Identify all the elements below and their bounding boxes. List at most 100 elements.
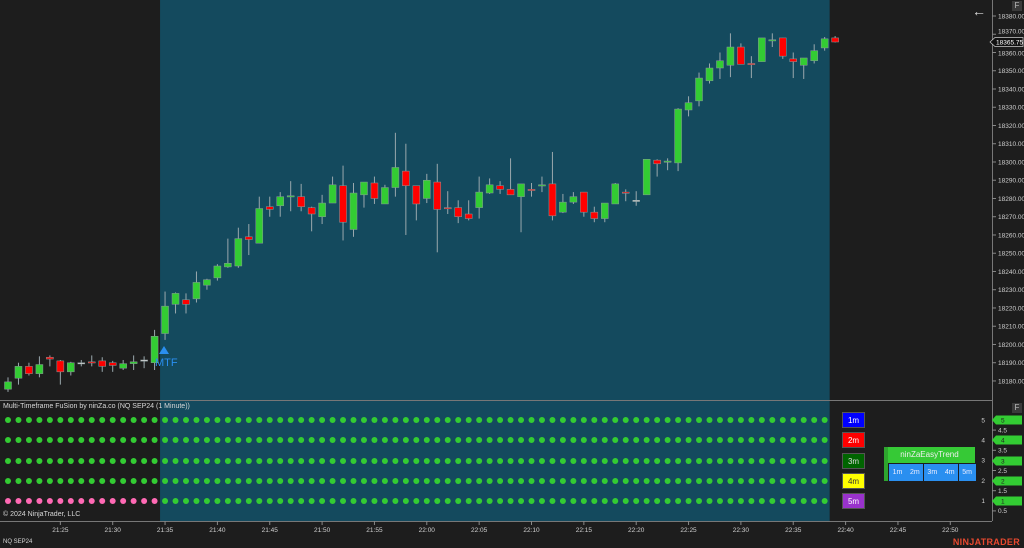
trend-dot (518, 478, 525, 484)
trend-dot (486, 498, 493, 504)
trend-dot (706, 437, 713, 443)
back-arrow-icon[interactable]: ← (972, 3, 986, 19)
trend-dot (25, 458, 32, 464)
trend-dot (413, 498, 420, 504)
time-tick-label: 21:45 (262, 527, 279, 534)
trend-dot (413, 437, 420, 443)
trend-dot (538, 458, 545, 464)
trend-dot (570, 498, 577, 504)
trend-dot (737, 498, 744, 504)
candle-body (203, 279, 211, 286)
indicator-value-tag (992, 435, 1022, 445)
trend-dot (434, 498, 441, 504)
trend-dot (5, 498, 11, 504)
candle-body (632, 200, 640, 202)
trend-dot (727, 437, 734, 443)
trend-dot (371, 458, 378, 464)
trend-dot (15, 437, 22, 443)
trend-dot (591, 417, 598, 423)
easy-trend-cell-1m: 1m (889, 464, 906, 481)
candle (46, 355, 54, 367)
trend-dot (497, 498, 504, 504)
trend-dot (109, 458, 116, 464)
trend-dot (413, 417, 420, 423)
indicator-tick-label: 1 (981, 498, 985, 505)
candle-body (548, 183, 557, 217)
candle (402, 143, 410, 235)
last-price-tag (989, 37, 1024, 47)
trend-dot (182, 417, 189, 423)
trend-dot (748, 417, 755, 423)
candle (203, 278, 211, 290)
candle-body (527, 189, 536, 191)
trend-dot (392, 478, 399, 484)
easy-trend-cell-2m: 2m (906, 464, 924, 481)
candle (14, 362, 23, 385)
trend-dot (308, 437, 315, 443)
trend-dot (151, 417, 158, 423)
time-tick-label: 21:30 (105, 527, 122, 534)
trend-dot (120, 498, 127, 504)
price-tick-label: 18200.00 (998, 342, 1024, 349)
trend-dot (340, 458, 347, 464)
trend-dot (203, 437, 210, 443)
candle-body (370, 182, 379, 199)
candle-body (674, 108, 682, 164)
indicator-tick-label: 4 (981, 438, 985, 445)
candle (391, 132, 400, 197)
trend-dot (319, 458, 326, 464)
trend-dot (25, 498, 32, 504)
trend-dot (664, 417, 671, 423)
trend-dot (664, 498, 671, 504)
trend-dot (381, 458, 388, 464)
candle (161, 291, 169, 340)
trend-dot (381, 437, 388, 443)
price-tick-label: 18190.00 (998, 360, 1024, 367)
trend-dot (15, 417, 22, 423)
trend-dot (371, 417, 378, 423)
candle-body (297, 196, 305, 207)
trend-dot (67, 417, 74, 423)
trend-dot (727, 478, 734, 484)
candle (548, 151, 557, 221)
candle-body (402, 170, 410, 186)
candle (747, 56, 756, 79)
candle-body (768, 39, 777, 42)
candle-body (726, 46, 735, 66)
trend-dot (549, 458, 556, 464)
candle-body (412, 185, 421, 205)
trend-dot (716, 417, 723, 423)
trend-dot (88, 478, 95, 484)
trend-dot (36, 478, 43, 484)
trend-dot (245, 437, 252, 443)
trend-dot (737, 458, 744, 464)
trend-dot (224, 417, 231, 423)
mtf-signal-triangle-icon (159, 346, 169, 354)
trend-dot (518, 437, 525, 443)
trend-dot (476, 417, 483, 423)
trend-dot (360, 478, 367, 484)
trend-dot (497, 437, 504, 443)
legend-3m: 3m (842, 452, 865, 469)
trend-dot (203, 417, 210, 423)
trend-dot (601, 417, 608, 423)
trend-dot (790, 437, 797, 443)
indicator-value-tag-label: 2 (1001, 478, 1005, 485)
price-panel-format-button[interactable]: F (1012, 1, 1022, 11)
indicator-panel-format-button[interactable]: F (1012, 403, 1022, 413)
trend-dot (654, 417, 661, 423)
trend-dot (423, 458, 430, 464)
trend-dot (413, 478, 420, 484)
trend-dot (612, 498, 619, 504)
price-tick-label: 18300.00 (998, 159, 1024, 166)
candle-body (119, 363, 127, 369)
trend-dot (235, 417, 242, 423)
trend-dot (790, 498, 797, 504)
trend-dot (340, 417, 347, 423)
trend-dot (130, 478, 137, 484)
trend-dot (277, 437, 284, 443)
trend-dot (643, 458, 650, 464)
price-tick-label: 18320.00 (998, 123, 1024, 130)
trend-dot (172, 498, 179, 504)
